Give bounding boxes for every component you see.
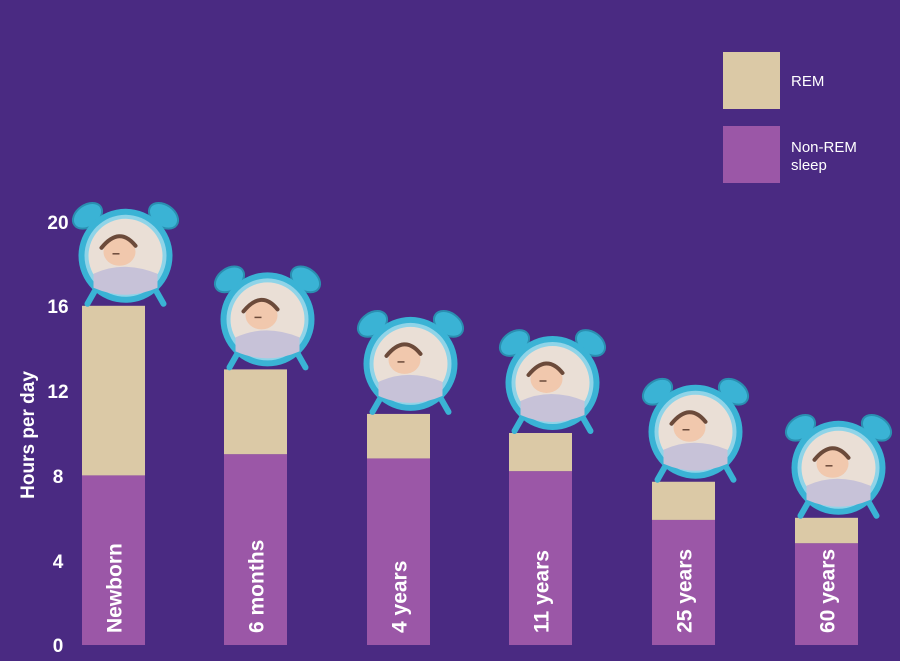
bar-segment-non-rem bbox=[652, 519, 715, 645]
y-axis-ticks: 0 4 8 12 16 20 bbox=[47, 213, 68, 657]
sleeping-boy-clock-icon bbox=[498, 329, 607, 434]
y-tick-label: 20 bbox=[47, 213, 68, 234]
sleeping-baby-clock-icon bbox=[213, 265, 322, 371]
bar-segment-rem bbox=[652, 481, 715, 520]
category-label: Newborn bbox=[104, 543, 127, 633]
y-tick-label: 12 bbox=[47, 382, 68, 403]
y-tick-label: 4 bbox=[53, 552, 64, 573]
sleeping-elder-clock-icon bbox=[784, 413, 893, 519]
bars: Newborn 6 months 4 years 11 years 25 years 60… bbox=[82, 305, 858, 645]
category-label: 25 years bbox=[674, 549, 697, 633]
bar-segment-rem bbox=[224, 369, 287, 455]
bar-segment-non-rem bbox=[509, 471, 572, 645]
sleeping-newborn-clock-icon bbox=[71, 201, 180, 307]
y-tick-label: 0 bbox=[53, 636, 64, 657]
bar-segment-non-rem bbox=[795, 543, 858, 645]
legend-label-non-rem: Non-REM sleep bbox=[791, 139, 861, 174]
bar-segment-rem bbox=[367, 413, 430, 459]
y-axis-label: Hours per day bbox=[18, 371, 39, 499]
legend-swatch-non-rem bbox=[723, 126, 780, 183]
bar-segment-rem bbox=[509, 433, 572, 472]
category-label: 60 years bbox=[817, 549, 840, 633]
sleeping-child-clock-icon bbox=[356, 310, 465, 415]
clock-icons bbox=[71, 201, 893, 519]
sleeping-woman-clock-icon bbox=[641, 377, 750, 483]
legend-label-non-rem-line2: sleep bbox=[791, 157, 827, 174]
bar-segment-non-rem bbox=[82, 475, 145, 645]
category-label: 4 years bbox=[389, 561, 412, 633]
category-label: 6 months bbox=[246, 540, 269, 633]
bar-segment-rem bbox=[795, 517, 858, 544]
bar-segment-non-rem bbox=[224, 454, 287, 645]
legend-swatch-rem bbox=[723, 52, 780, 109]
y-tick-label: 8 bbox=[53, 467, 64, 488]
legend-label-non-rem-line1: Non-REM bbox=[791, 139, 857, 156]
legend-label-rem: REM bbox=[791, 73, 824, 90]
bar-segment-rem bbox=[82, 305, 145, 476]
bar-segment-non-rem bbox=[367, 458, 430, 645]
y-tick-label: 16 bbox=[47, 297, 68, 318]
category-label: 11 years bbox=[531, 550, 554, 633]
legend: REM Non-REM sleep bbox=[723, 52, 861, 183]
